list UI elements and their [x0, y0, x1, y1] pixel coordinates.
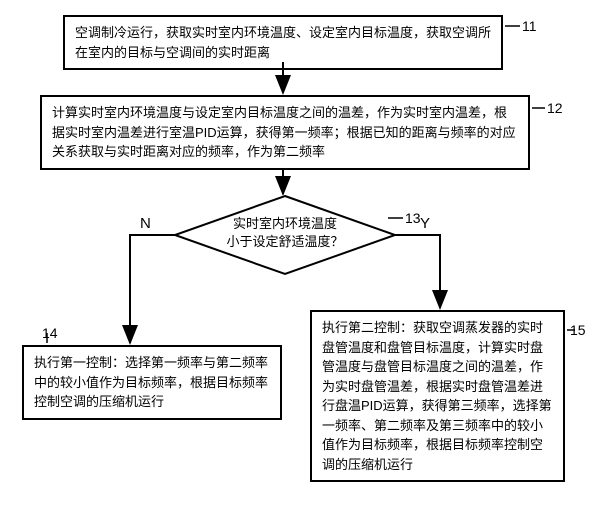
step-4-label: 14 — [42, 325, 58, 341]
step-4-text: 执行第一控制：选择第一频率与第二频率中的较小值作为目标频率，根据目标频率控制空调… — [34, 355, 268, 409]
decision-text-container: 实时室内环境温度 小于设定舒适温度？ — [175, 215, 395, 251]
step-5-label: 15 — [570, 322, 586, 338]
step-4-box: 执行第一控制：选择第一频率与第二频率中的较小值作为目标频率，根据目标频率控制空调… — [22, 345, 282, 420]
branch-yes-label: Y — [420, 215, 430, 232]
step-5-box: 执行第二控制：获取空调蒸发器的实时盘管温度和盘管目标温度，计算实时盘管温度与盘管… — [310, 310, 565, 482]
step-1-label: 11 — [522, 18, 537, 34]
step-2-text: 计算实时室内环境温度与设定室内目标温度之间的温差，作为实时室内温差，根据实时室内… — [52, 105, 516, 159]
decision-line2: 小于设定舒适温度？ — [175, 233, 395, 251]
step-1-text: 空调制冷运行，获取实时室内环境温度、设定室内目标温度，获取空调所在室内的目标与空… — [75, 25, 491, 60]
decision-line1: 实时室内环境温度 — [175, 215, 395, 233]
decision-label: 13 — [405, 210, 421, 226]
step-1-box: 空调制冷运行，获取实时室内环境温度、设定室内目标温度，获取空调所在室内的目标与空… — [63, 15, 503, 70]
step-2-box: 计算实时室内环境温度与设定室内目标温度之间的温差，作为实时室内温差，根据实时室内… — [40, 95, 530, 170]
branch-no-label: N — [140, 215, 151, 232]
step-5-text: 执行第二控制：获取空调蒸发器的实时盘管温度和盘管目标温度，计算实时盘管温度与盘管… — [322, 320, 552, 472]
step-2-label: 12 — [547, 100, 563, 116]
